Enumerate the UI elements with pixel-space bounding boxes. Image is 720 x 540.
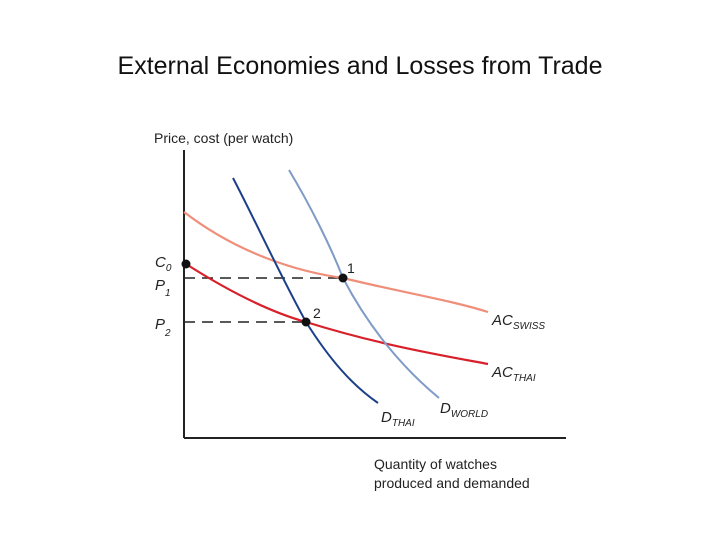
c0-point bbox=[181, 259, 191, 269]
y-axis-label: Price, cost (per watch) bbox=[154, 130, 293, 146]
point-1 bbox=[338, 273, 348, 283]
p1-label: P1 bbox=[155, 277, 171, 299]
ac-thai-label: ACTHAI bbox=[491, 364, 536, 384]
point-1-label: 1 bbox=[347, 260, 355, 276]
point-2 bbox=[301, 317, 311, 327]
d-thai-curve bbox=[232, 177, 379, 404]
ac-thai-curve bbox=[185, 263, 489, 366]
slide-title: External Economies and Losses from Trade bbox=[117, 52, 603, 80]
d-thai-label: DTHAI bbox=[381, 409, 415, 429]
d-world-label: DWORLD bbox=[440, 400, 488, 420]
x-axis-label-line1: Quantity of watches bbox=[374, 456, 497, 472]
p2-label: P2 bbox=[155, 316, 171, 339]
ac-swiss-label: ACSWISS bbox=[491, 312, 545, 332]
c0-label: C0 bbox=[155, 254, 172, 274]
x-axis-label-line2: produced and demanded bbox=[374, 475, 530, 491]
point-2-label: 2 bbox=[313, 305, 321, 321]
